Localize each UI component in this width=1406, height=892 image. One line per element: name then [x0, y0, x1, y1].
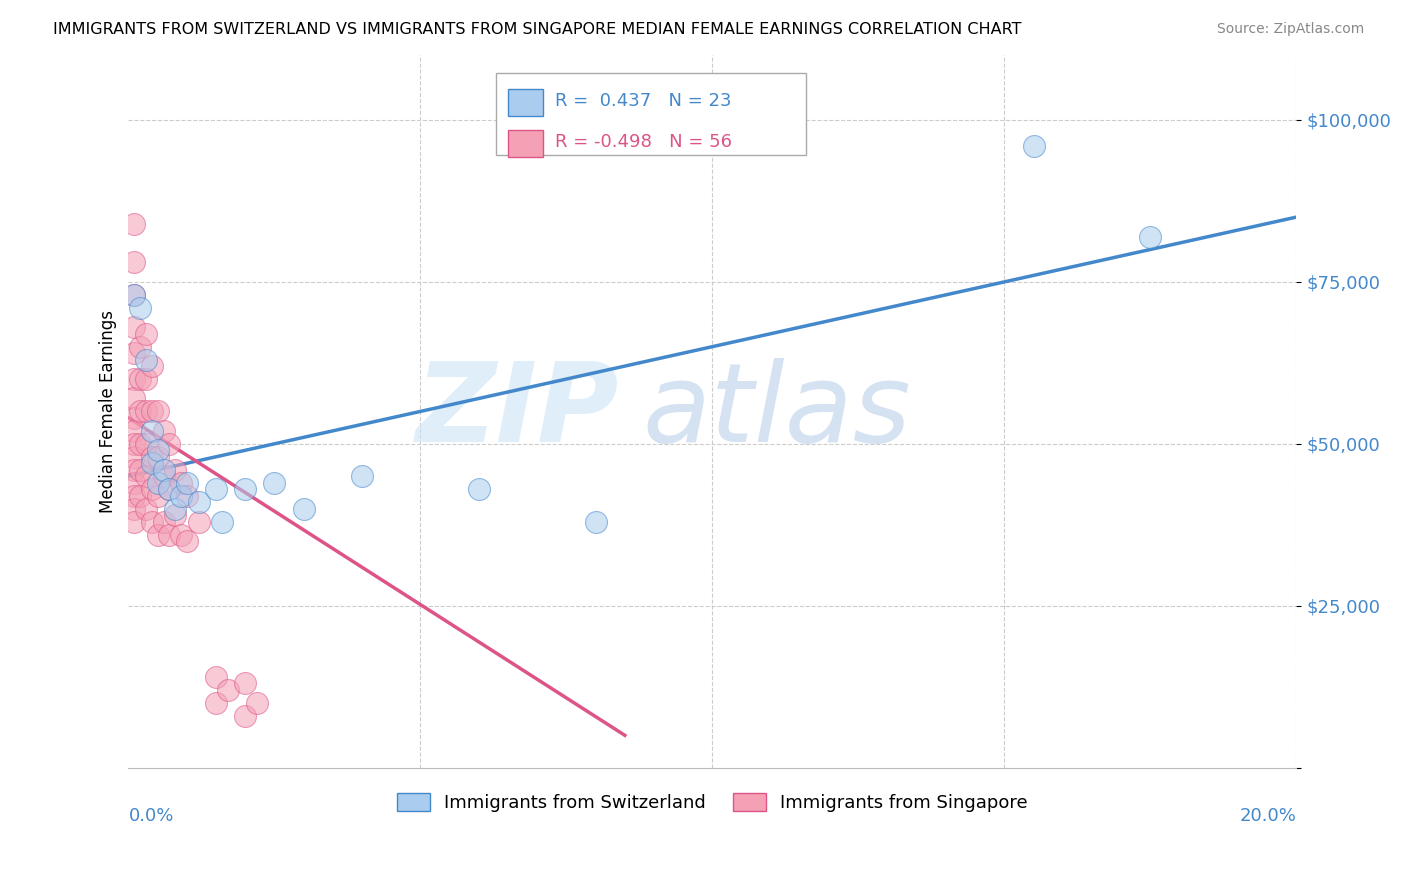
Point: [124, 320, 146, 334]
Point: [141, 359, 163, 373]
Point: [135, 469, 157, 483]
Text: R = -0.498   N = 56: R = -0.498 N = 56: [555, 133, 731, 151]
Text: 0.0%: 0.0%: [128, 807, 174, 825]
Point: [124, 515, 146, 529]
Point: [170, 475, 193, 490]
Point: [124, 217, 146, 231]
Point: [135, 372, 157, 386]
Y-axis label: Median Female Earnings: Median Female Earnings: [100, 310, 117, 513]
Point: [124, 392, 146, 406]
Point: [135, 501, 157, 516]
Point: [141, 515, 163, 529]
Point: [124, 489, 146, 503]
Point: [146, 475, 169, 490]
Point: [135, 352, 157, 367]
Point: [141, 456, 163, 470]
Point: [129, 340, 152, 354]
FancyBboxPatch shape: [508, 88, 543, 116]
Point: [135, 326, 157, 341]
Point: [176, 533, 198, 548]
Point: [129, 437, 152, 451]
Point: [187, 515, 209, 529]
Point: [141, 424, 163, 438]
Point: [205, 482, 228, 496]
Text: ZIP: ZIP: [416, 358, 619, 465]
Point: [205, 670, 228, 684]
Point: [233, 676, 256, 690]
Point: [187, 495, 209, 509]
Point: [152, 463, 174, 477]
Point: [141, 450, 163, 464]
Point: [205, 696, 228, 710]
Point: [292, 501, 315, 516]
FancyBboxPatch shape: [508, 130, 543, 157]
Point: [176, 489, 198, 503]
Point: [124, 475, 146, 490]
Point: [124, 372, 146, 386]
Point: [124, 424, 146, 438]
Point: [146, 443, 169, 458]
Point: [129, 404, 152, 418]
Text: Source: ZipAtlas.com: Source: ZipAtlas.com: [1216, 22, 1364, 37]
Point: [152, 515, 174, 529]
Point: [124, 255, 146, 269]
Point: [157, 482, 180, 496]
Point: [1022, 138, 1045, 153]
Text: R =  0.437   N = 23: R = 0.437 N = 23: [555, 92, 731, 110]
Point: [165, 508, 187, 522]
Point: [135, 437, 157, 451]
Point: [233, 709, 256, 723]
Point: [468, 482, 491, 496]
Point: [263, 475, 285, 490]
Point: [233, 482, 256, 496]
FancyBboxPatch shape: [496, 73, 806, 155]
Point: [152, 469, 174, 483]
Point: [129, 489, 152, 503]
Text: atlas: atlas: [643, 358, 911, 465]
Point: [165, 501, 187, 516]
Point: [141, 404, 163, 418]
Point: [124, 501, 146, 516]
Point: [146, 489, 169, 503]
Point: [585, 515, 607, 529]
Point: [217, 683, 239, 698]
Point: [146, 450, 169, 464]
Point: [141, 482, 163, 496]
Point: [157, 527, 180, 541]
Text: IMMIGRANTS FROM SWITZERLAND VS IMMIGRANTS FROM SINGAPORE MEDIAN FEMALE EARNINGS : IMMIGRANTS FROM SWITZERLAND VS IMMIGRANT…: [53, 22, 1022, 37]
Point: [129, 463, 152, 477]
Point: [157, 482, 180, 496]
Point: [176, 475, 198, 490]
Point: [170, 527, 193, 541]
Point: [124, 410, 146, 425]
Point: [1139, 229, 1161, 244]
Text: 20.0%: 20.0%: [1240, 807, 1296, 825]
Point: [165, 463, 187, 477]
Point: [135, 404, 157, 418]
Point: [146, 527, 169, 541]
Point: [157, 437, 180, 451]
Point: [124, 437, 146, 451]
Point: [124, 346, 146, 360]
Point: [152, 424, 174, 438]
Point: [246, 696, 269, 710]
Legend: Immigrants from Switzerland, Immigrants from Singapore: Immigrants from Switzerland, Immigrants …: [389, 786, 1035, 819]
Point: [170, 489, 193, 503]
Point: [124, 288, 146, 302]
Point: [352, 469, 374, 483]
Point: [129, 301, 152, 315]
Point: [124, 450, 146, 464]
Point: [146, 404, 169, 418]
Point: [129, 372, 152, 386]
Point: [124, 463, 146, 477]
Point: [124, 288, 146, 302]
Point: [211, 515, 233, 529]
